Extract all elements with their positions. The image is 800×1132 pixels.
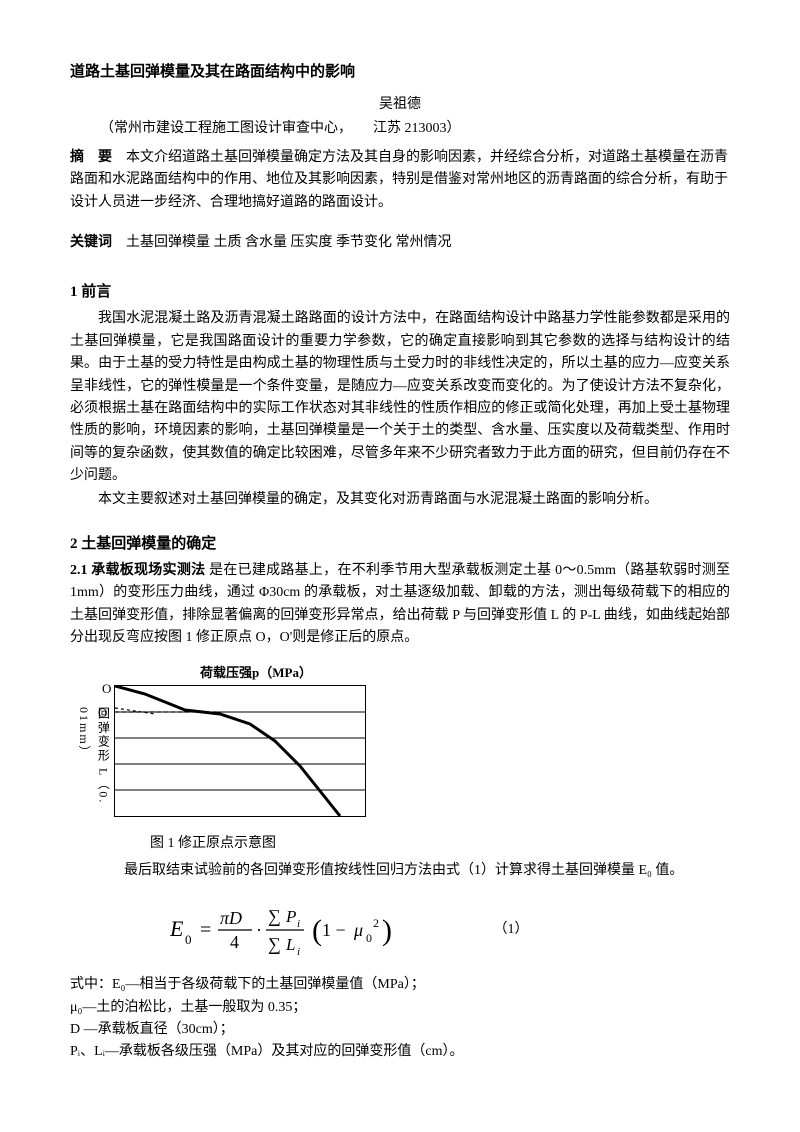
abstract-label: 摘 要 [70, 150, 112, 165]
svg-text:2: 2 [373, 916, 379, 930]
keywords-label: 关键词 [70, 235, 112, 250]
where-intro: 式中：E₀—相当于各级荷载下的土基回弹模量值（MPa）； [70, 974, 730, 996]
chart-origin-o-prime: O' [98, 703, 110, 724]
document-title: 道路土基回弹模量及其在路面结构中的影响 [70, 60, 730, 84]
author-affiliation: （常州市建设工程施工图设计审查中心， 江苏 213003） [70, 118, 730, 140]
formula-where-block: 式中：E₀—相当于各级荷载下的土基回弹模量值（MPa）； μ₀—土的泊松比，土基… [70, 974, 730, 1064]
where-line-1: μ₀—土的泊松比，土基一般取为 0.35； [70, 997, 730, 1019]
chart-x-axis-title: 荷载压强p（MPa） [200, 663, 312, 684]
svg-text:∑: ∑ [268, 934, 281, 954]
figure-1-block: 荷载压强p（MPa） 回弹变形 L（0. 01mm） O O' 图 1 修正原点… [70, 667, 730, 882]
svg-text:L: L [285, 935, 295, 954]
svg-text:E: E [170, 916, 184, 941]
svg-text:i: i [297, 946, 300, 958]
where-line-3: Pᵢ、Lᵢ—承载板各级压强（MPa）及其对应的回弹变形值（cm）。 [70, 1041, 730, 1063]
keywords-text: 土基回弹模量 土质 含水量 压实度 季节变化 常州情况 [112, 235, 452, 250]
svg-text:πD: πD [220, 908, 242, 928]
post-figure-text: 最后取结束试验前的各回弹变形值按线性回归方法由式（1）计算求得土基回弹模量 E₀… [124, 860, 730, 882]
svg-text:μ: μ [353, 920, 363, 940]
abstract-block: 摘 要 本文介绍道路土基回弹模量确定方法及其自身的影响因素，并经综合分析，对道路… [70, 147, 730, 214]
chart-plot-area [114, 685, 366, 817]
section-1-paragraph-2: 本文主要叙述对土基回弹模量的确定，及其变化对沥青路面与水泥混凝土路面的影响分析。 [70, 489, 730, 511]
figure-1-caption: 图 1 修正原点示意图 [150, 833, 730, 855]
chart-wrapper: 荷载压强p（MPa） 回弹变形 L（0. 01mm） O O' [80, 667, 380, 827]
section-1-paragraph-1: 我国水泥混凝土路及沥青混凝土路路面的设计方法中，在路面结构设计中路基力学性能参数… [70, 308, 730, 487]
section-2-1-label: 2.1 承载板现场实测法 [70, 563, 205, 578]
chart-origin-o: O [102, 679, 111, 700]
chart-y-axis-label: 回弹变形 L（0. 01mm） [74, 707, 112, 827]
where-line-2: D —承载板直径（30cm）； [70, 1019, 730, 1041]
svg-text:1 −: 1 − [322, 920, 346, 940]
svg-text:0: 0 [185, 932, 192, 947]
section-1-heading: 1 前言 [70, 280, 730, 304]
section-2-1-block: 2.1 承载板现场实测法 是在已建成路基上，在不利季节用大型承载板测定土基 0～… [70, 560, 730, 650]
formula-number: （1） [494, 919, 529, 941]
svg-text:P: P [285, 907, 296, 926]
formula-svg: E 0 = πD 4 · ∑ P i ∑ L i ( 1 − μ 0 2 ) [170, 900, 430, 960]
svg-text:4: 4 [230, 932, 239, 952]
abstract-text: 本文介绍道路土基回弹模量确定方法及其自身的影响因素，并经综合分析，对道路土基模量… [70, 150, 728, 210]
svg-text:∑: ∑ [268, 906, 281, 926]
section-2-heading: 2 土基回弹模量的确定 [70, 532, 730, 556]
svg-text:): ) [382, 914, 392, 947]
svg-text:=: = [200, 919, 211, 941]
author-name: 吴祖德 [70, 94, 730, 116]
svg-text:i: i [297, 918, 300, 930]
chart-svg [115, 686, 365, 816]
svg-text:(: ( [312, 914, 322, 947]
svg-text:·: · [256, 920, 262, 940]
keywords-block: 关键词 土基回弹模量 土质 含水量 压实度 季节变化 常州情况 [70, 232, 730, 254]
svg-text:0: 0 [366, 931, 372, 945]
formula-1-block: E 0 = πD 4 · ∑ P i ∑ L i ( 1 − μ 0 2 ) （… [70, 900, 730, 960]
